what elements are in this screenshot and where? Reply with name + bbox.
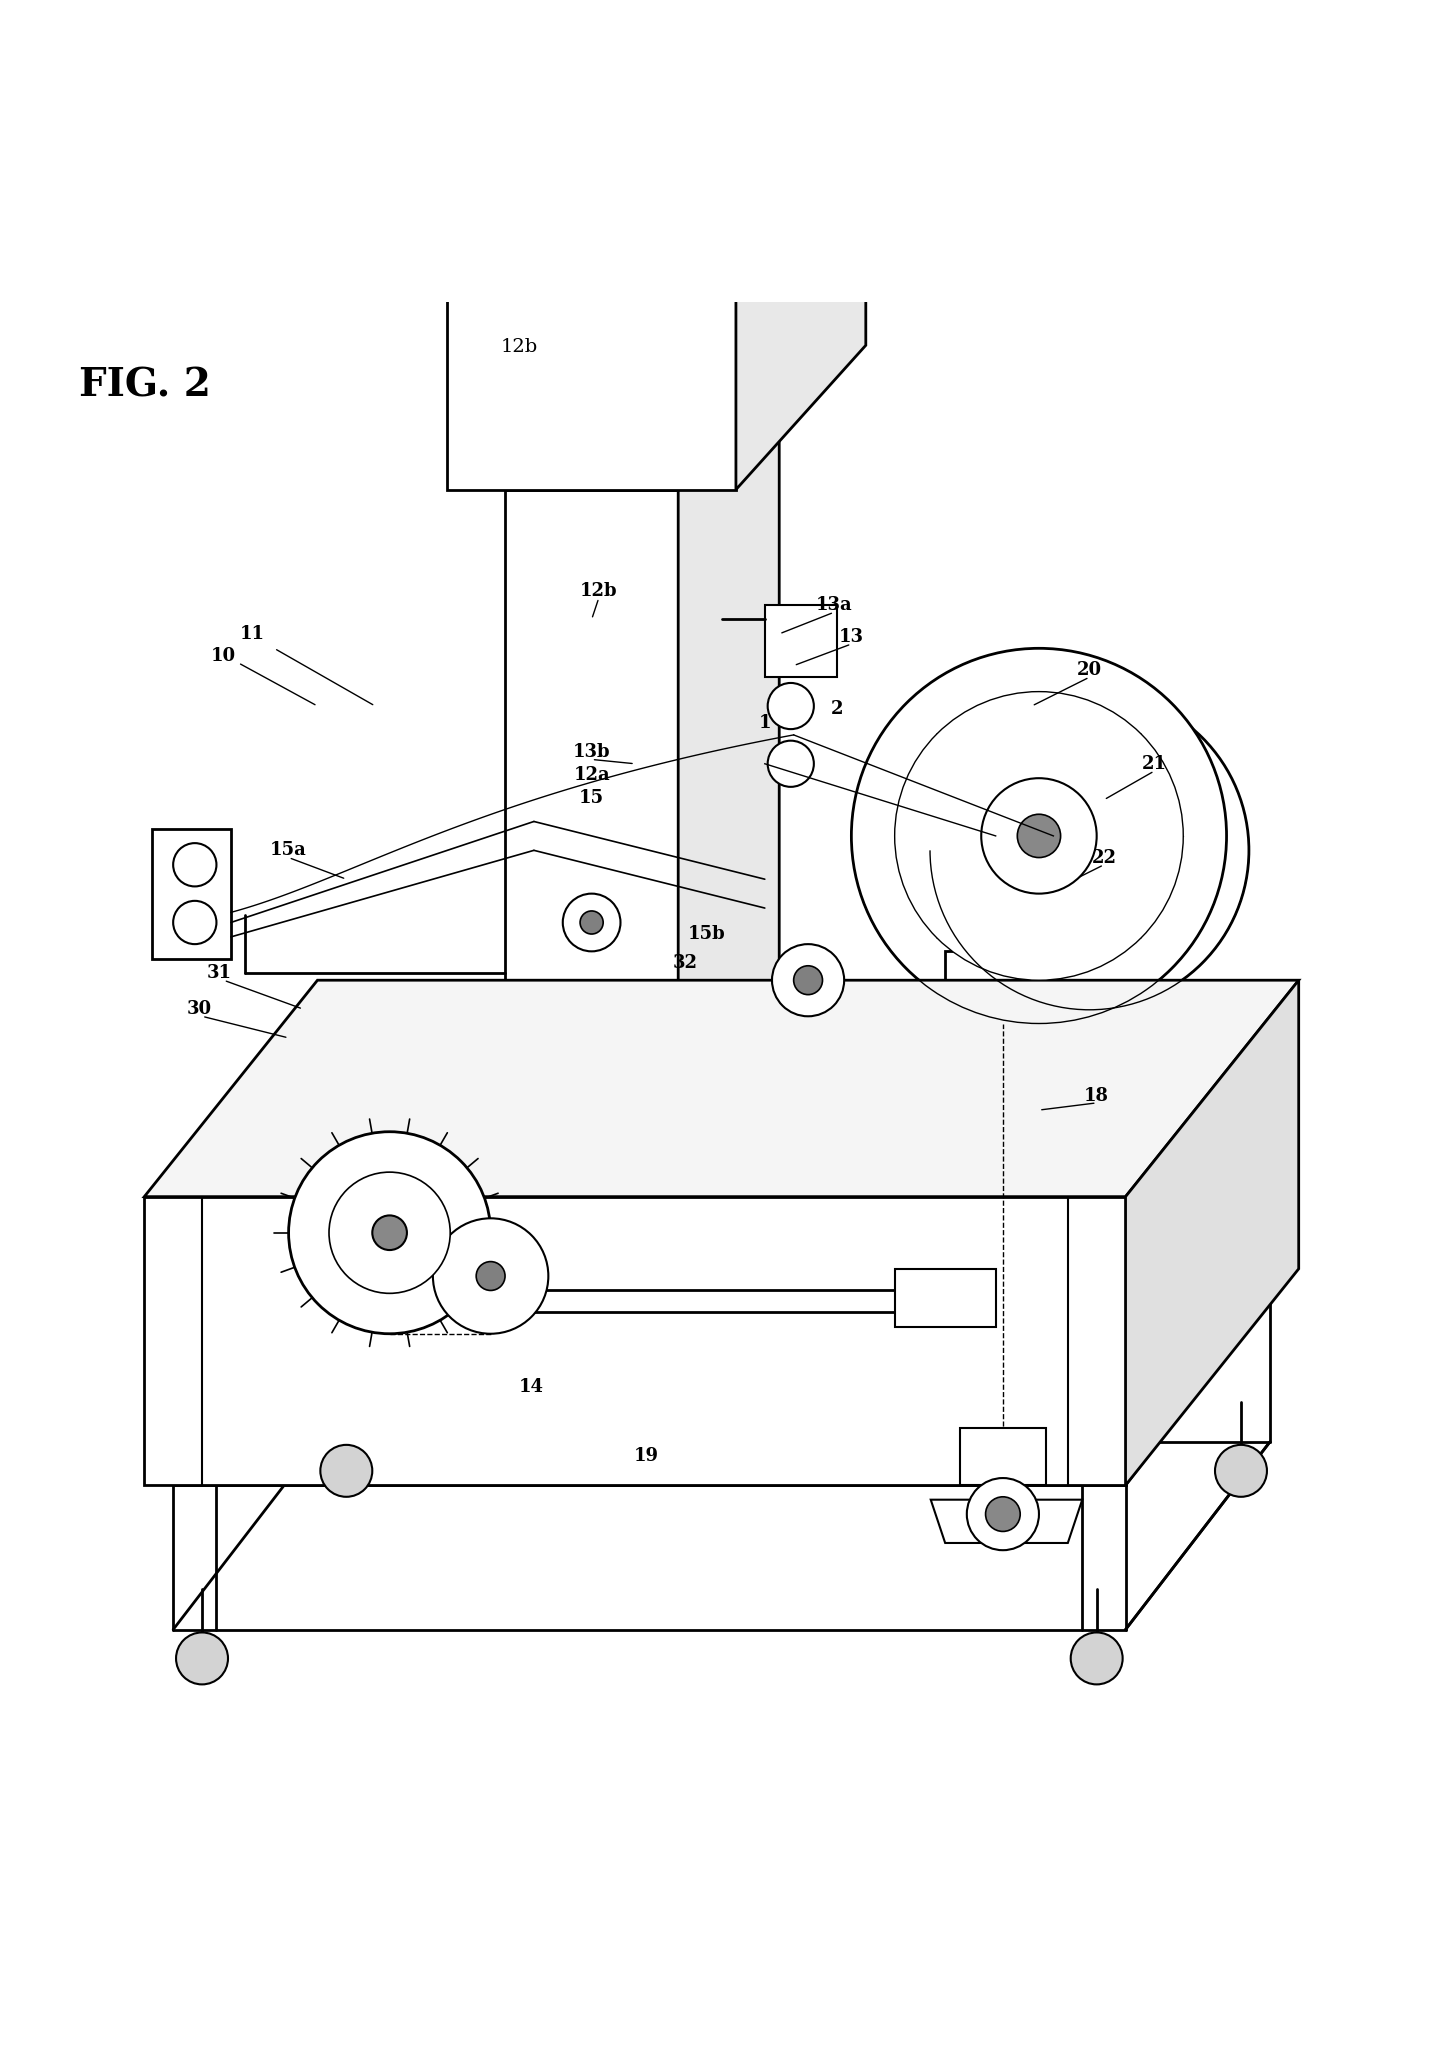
Polygon shape: [765, 606, 837, 678]
Polygon shape: [447, 172, 736, 489]
Circle shape: [563, 895, 620, 952]
Circle shape: [476, 1261, 505, 1290]
Circle shape: [768, 684, 814, 729]
Circle shape: [329, 1173, 450, 1294]
Text: 12a: 12a: [573, 766, 610, 784]
Text: 13: 13: [838, 628, 864, 645]
Text: 22: 22: [1091, 850, 1117, 866]
Circle shape: [173, 843, 216, 886]
Circle shape: [176, 1631, 228, 1685]
Text: 19: 19: [633, 1447, 659, 1466]
Circle shape: [794, 966, 823, 995]
Polygon shape: [895, 1269, 996, 1326]
Polygon shape: [505, 489, 678, 1486]
Text: 10: 10: [211, 647, 237, 665]
Polygon shape: [152, 829, 231, 958]
Text: 11: 11: [240, 624, 266, 643]
Text: 15b: 15b: [688, 925, 726, 944]
Circle shape: [895, 692, 1183, 981]
Text: 13b: 13b: [573, 743, 610, 761]
Circle shape: [320, 1445, 372, 1496]
Text: 21: 21: [1141, 755, 1167, 774]
Circle shape: [1071, 1631, 1123, 1685]
Polygon shape: [144, 1197, 1126, 1486]
Polygon shape: [144, 981, 1299, 1197]
Polygon shape: [945, 952, 1017, 1486]
Polygon shape: [678, 375, 779, 1486]
Text: 15: 15: [579, 790, 605, 807]
Polygon shape: [1126, 981, 1299, 1486]
Polygon shape: [931, 1500, 1082, 1543]
Polygon shape: [1017, 895, 1061, 1486]
Text: 2: 2: [831, 700, 843, 718]
Polygon shape: [505, 375, 779, 489]
Text: 15a: 15a: [270, 841, 307, 860]
Circle shape: [772, 944, 844, 1015]
Circle shape: [851, 649, 1227, 1024]
Text: 12b: 12b: [501, 338, 538, 356]
Circle shape: [1215, 1445, 1267, 1496]
Text: 31: 31: [206, 964, 232, 983]
Polygon shape: [960, 1427, 1046, 1486]
Text: 18: 18: [1084, 1087, 1110, 1105]
Text: 20: 20: [1076, 661, 1102, 680]
Circle shape: [981, 778, 1097, 895]
Text: 13a: 13a: [815, 596, 853, 614]
Text: 32: 32: [672, 954, 698, 972]
Circle shape: [986, 1496, 1020, 1531]
Circle shape: [929, 692, 1248, 1009]
Circle shape: [173, 901, 216, 944]
Text: 12b: 12b: [580, 581, 618, 600]
Circle shape: [967, 1478, 1039, 1550]
Polygon shape: [447, 29, 866, 172]
Polygon shape: [736, 29, 866, 489]
Text: 14: 14: [518, 1378, 544, 1396]
Text: 30: 30: [186, 1001, 212, 1017]
Circle shape: [768, 741, 814, 786]
Circle shape: [372, 1216, 407, 1251]
Circle shape: [433, 1218, 548, 1335]
Circle shape: [580, 911, 603, 933]
Text: FIG. 2: FIG. 2: [79, 366, 211, 405]
Circle shape: [1017, 815, 1061, 858]
Circle shape: [289, 1132, 491, 1335]
Text: 1: 1: [759, 714, 771, 733]
